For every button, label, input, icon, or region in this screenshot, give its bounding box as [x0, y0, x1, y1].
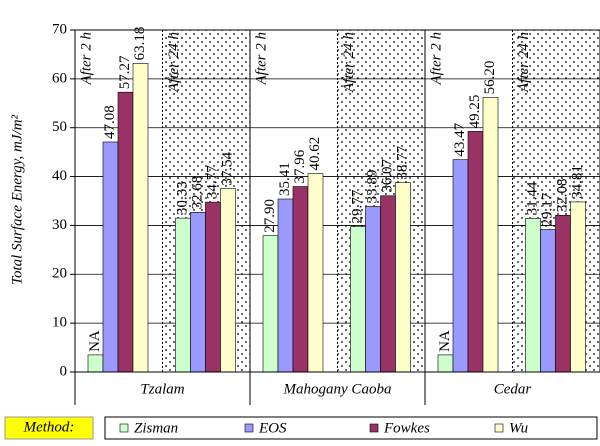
bar — [571, 202, 586, 372]
value-label: 40.62 — [307, 137, 323, 171]
value-label: 30.33 — [174, 181, 190, 215]
bar — [221, 189, 236, 372]
value-label: 43.47 — [452, 122, 468, 156]
value-label: NA — [87, 330, 103, 352]
bar — [176, 218, 191, 372]
y-tick-label: 20 — [52, 266, 67, 282]
bar — [191, 212, 206, 372]
y-tick-label: 70 — [52, 21, 67, 37]
legend-label: EOS — [258, 420, 287, 436]
legend-swatch — [120, 424, 128, 432]
y-tick-label: 60 — [52, 70, 67, 86]
bar — [453, 160, 468, 372]
legend-swatch — [370, 424, 378, 432]
value-label: 49.25 — [467, 95, 483, 129]
time-label: After 24 h — [166, 32, 182, 93]
time-label: After 24 h — [516, 32, 532, 93]
value-label: 36.07 — [379, 159, 395, 193]
bar — [438, 355, 453, 372]
bar — [468, 131, 483, 372]
legend-swatch — [495, 424, 503, 432]
value-label: 56.20 — [482, 61, 498, 95]
bar — [118, 92, 133, 372]
legend-title: Method: — [23, 419, 75, 435]
bar — [483, 97, 498, 372]
bar — [381, 196, 396, 372]
value-label: 33.89 — [364, 170, 380, 204]
value-label: 35.41 — [277, 162, 293, 196]
value-label: 27.90 — [262, 199, 278, 233]
time-label: After 2 h — [428, 32, 444, 86]
value-label: 31.44 — [524, 181, 540, 215]
value-label: 47.08 — [102, 105, 118, 139]
bar — [308, 174, 323, 372]
bar — [293, 187, 308, 372]
y-tick-label: 50 — [52, 119, 67, 135]
legend-label: Wu — [509, 420, 528, 436]
value-label: 37.54 — [219, 151, 235, 185]
value-label: 32.08 — [554, 179, 570, 213]
value-label: 38.77 — [394, 145, 410, 179]
bar — [526, 218, 541, 372]
x-group-label: Mahogany Caoba — [283, 381, 392, 397]
y-axis-title: Total Surface Energy, mJ/m² — [9, 114, 25, 285]
x-group-label: Tzalam — [140, 381, 184, 397]
legend-label: Zisman — [134, 420, 178, 436]
value-label: 34.81 — [569, 165, 585, 199]
value-label: 32.68 — [189, 176, 205, 210]
value-label: 34.77 — [204, 165, 220, 199]
bar — [541, 229, 556, 372]
x-group-label: Cedar — [494, 381, 532, 397]
bar — [396, 183, 411, 372]
y-tick-label: 30 — [52, 217, 67, 233]
bar — [278, 199, 293, 372]
time-label: After 24 h — [341, 32, 357, 93]
bar — [88, 355, 103, 372]
legend-label: Fowkes — [383, 420, 430, 436]
value-label: 63.18 — [132, 27, 148, 61]
value-label: 37.96 — [292, 149, 308, 183]
bar — [556, 215, 571, 372]
bar — [351, 227, 366, 372]
value-label: NA — [437, 330, 453, 352]
bar — [103, 142, 118, 372]
y-tick-label: 0 — [60, 363, 68, 379]
bar — [133, 63, 148, 372]
y-tick-label: 40 — [52, 168, 67, 184]
y-tick-label: 10 — [52, 315, 67, 331]
time-label: After 2 h — [78, 32, 94, 86]
bar — [366, 206, 381, 372]
value-label: 57.27 — [117, 55, 133, 89]
legend-swatch — [245, 424, 253, 432]
value-label: 29.77 — [349, 189, 365, 223]
bar — [206, 202, 221, 372]
bar — [263, 236, 278, 372]
value-label: 29.17 — [539, 192, 555, 226]
time-label: After 2 h — [253, 32, 269, 86]
